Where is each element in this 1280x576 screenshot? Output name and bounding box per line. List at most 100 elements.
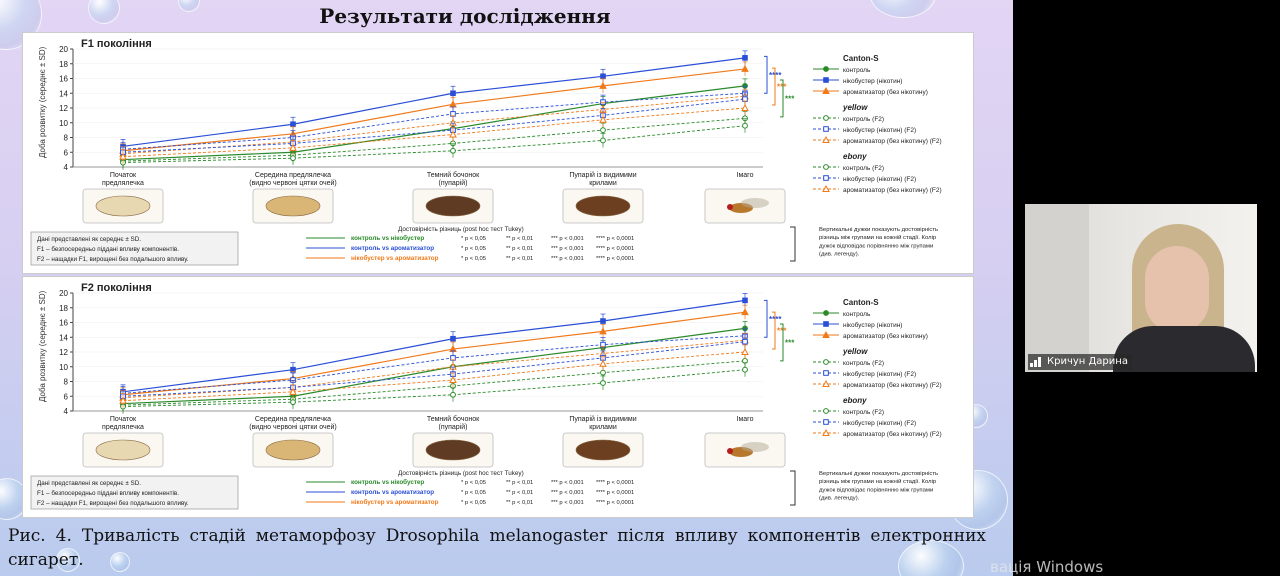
comparison-label: контроль vs ароматизатор [351, 489, 434, 496]
p-level-label: * p < 0,05 [461, 236, 486, 242]
data-point [290, 155, 296, 162]
y-tick-label: 16 [59, 75, 68, 84]
legend-marker [822, 330, 830, 338]
significance-label: **** [769, 315, 782, 324]
bracket-note-line: Вертикальні дужки показують достовірніст… [819, 227, 938, 233]
chart-f2: F2 покоління Доба розвитку (середнє ± SD)… [30, 282, 942, 510]
legend-marker [823, 321, 829, 327]
series-line [122, 107, 746, 158]
figure-caption: Рис. 4. Тривалість стадій метаморфозу Dr… [8, 526, 986, 570]
significance-title: Достовірність різниць (post hoc тест Tuk… [398, 225, 524, 233]
data-point [289, 387, 297, 395]
legend-marker [823, 310, 829, 316]
p-level-label: **** p < 0,0001 [596, 480, 634, 486]
legend-item-label: контроль [843, 67, 871, 74]
significance-label: **** [769, 71, 782, 80]
significance-bracket [772, 311, 776, 350]
p-level-label: **** p < 0,0001 [596, 236, 634, 242]
legend-group-title: Canton-S [843, 54, 879, 63]
x-tick-label: Імаго [737, 172, 754, 179]
presentation-slide: Результати дослідження F1 покоління Доба … [0, 0, 1013, 576]
p-level-label: ** p < 0,01 [506, 490, 533, 496]
data-point [600, 73, 606, 80]
significance-label: *** [777, 327, 787, 336]
x-tick-label: крилами [589, 180, 617, 187]
comparison-label: нікобустер vs ароматизатор [351, 498, 439, 506]
p-level-label: * p < 0,05 [461, 490, 486, 496]
legend-marker [822, 428, 830, 436]
note-line: Дані представлені як середнє ± SD. [37, 235, 141, 243]
p-level-label: *** p < 0,001 [551, 490, 584, 496]
stage-pupa-image [95, 195, 151, 217]
x-tick-label: Початок [110, 172, 137, 179]
legend-item-label: ароматизатор (без нікотину) (F2) [843, 430, 942, 438]
legend-group-title: Canton-S [843, 298, 879, 307]
y-tick-label: 10 [59, 363, 68, 372]
y-tick-label: 16 [59, 319, 68, 328]
data-point [742, 338, 748, 345]
stage-pupa-image [575, 195, 631, 217]
y-tick-label: 6 [64, 148, 69, 157]
significance-title: Достовірність різниць (post hoc тест Tuk… [398, 469, 524, 477]
y-axis-label: Доба розвитку (середнє ± SD) [38, 46, 47, 158]
data-point [290, 121, 296, 128]
data-point [119, 152, 127, 160]
signal-icon [1030, 357, 1044, 367]
y-tick-label: 18 [59, 60, 68, 69]
comparison-label: контроль vs ароматизатор [351, 245, 434, 252]
significance-bracket [764, 299, 768, 338]
comparison-label: контроль vs нікобустер [351, 234, 424, 242]
legend-item-label: ароматизатор (без нікотину) (F2) [843, 137, 942, 145]
legend-item-label: нікобустер (нікотин) (F2) [843, 419, 916, 427]
legend-group-title: ebony [843, 152, 867, 161]
p-level-label: * p < 0,05 [461, 480, 486, 486]
data-point [450, 335, 456, 342]
data-point [741, 308, 749, 316]
series-line [122, 335, 746, 394]
bracket-note-line: дужок відповідає порівнянню між групами [819, 243, 933, 249]
legend-marker [822, 135, 830, 143]
x-tick-label: предлялечка [102, 424, 144, 431]
legend-item-label: нікобустер (нікотин) [843, 77, 902, 85]
note-line: F2 – нащадки F1, вирощені без подальшого… [37, 499, 189, 507]
series-line [122, 327, 746, 405]
notes-box [30, 231, 239, 266]
significance-bracket [780, 323, 784, 362]
p-level-label: ** p < 0,01 [506, 246, 533, 252]
p-level-label: ** p < 0,01 [506, 480, 533, 486]
legend-item-label: нікобустер (нікотин) (F2) [843, 126, 916, 134]
stage-pupa-image [575, 439, 631, 461]
note-bracket [790, 470, 796, 506]
series-line [122, 299, 746, 393]
y-tick-label: 8 [64, 134, 69, 143]
p-level-label: *** p < 0,001 [551, 256, 584, 262]
y-tick-label: 6 [64, 392, 69, 401]
stage-pupa-image [425, 195, 481, 217]
p-level-label: *** p < 0,001 [551, 480, 584, 486]
x-tick-label: предлялечка [102, 180, 144, 187]
participant-video-tile[interactable] [1025, 204, 1257, 372]
bubble-decoration [56, 548, 80, 572]
comparison-label: нікобустер vs ароматизатор [351, 254, 439, 262]
p-level-label: **** p < 0,0001 [596, 490, 634, 496]
fly-wing-image [741, 442, 769, 452]
stage-pupa-image [95, 439, 151, 461]
legend-item-label: контроль (F2) [843, 116, 884, 123]
legend-marker [823, 175, 829, 181]
participant-body [1113, 326, 1255, 372]
y-tick-label: 12 [59, 104, 68, 113]
significance-bracket [772, 67, 776, 106]
data-point [599, 359, 607, 367]
legend-marker [822, 86, 830, 94]
legend-marker [823, 126, 829, 132]
chart-title: F2 покоління [81, 282, 152, 294]
significance-bracket [764, 55, 768, 94]
x-tick-label: Імаго [737, 416, 754, 423]
data-point [600, 318, 606, 324]
legend-marker [823, 66, 829, 72]
y-tick-label: 4 [64, 163, 69, 172]
bracket-note-line: (див. легенду). [819, 252, 860, 258]
y-tick-label: 18 [59, 304, 68, 313]
x-tick-label: Середина предлялечка [255, 416, 331, 423]
legend-item-label: контроль [843, 311, 871, 318]
